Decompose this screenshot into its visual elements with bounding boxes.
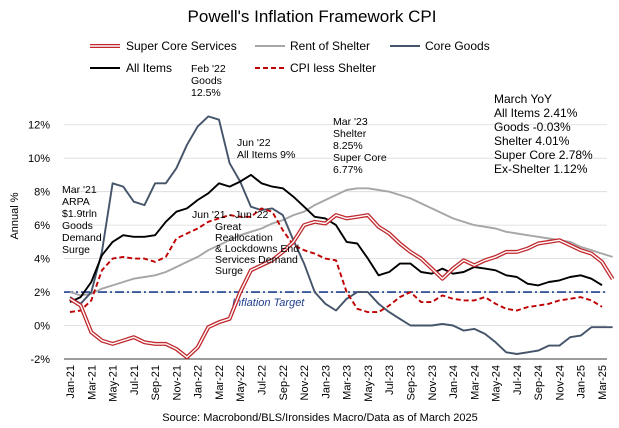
legend-label-cpi-less-shelter: CPI less Shelter <box>290 61 376 75</box>
x-tick-label: May-24 <box>491 365 503 402</box>
summary-line-1: March YoY <box>494 92 552 106</box>
annotation-arpa-line-5: Demand <box>62 232 102 244</box>
annotation-great-reallocation-line-1: Jun '21 - Jun '22 <box>192 209 269 221</box>
chart-title: Powell's Inflation Framework CPI <box>188 7 437 26</box>
annotation-arpa-line-3: $1.9trln <box>62 208 97 220</box>
annotation-shelter-peak: Mar '23 Shelter 8.25% Super Core 6.77% <box>333 116 387 176</box>
annotation-arpa: Mar '21 ARPA $1.9trln Goods Demand Surge <box>62 184 102 256</box>
series-line-all-items <box>69 173 603 303</box>
summary-line-5: Super Core 2.78% <box>494 148 593 162</box>
x-tick-label: Mar-25 <box>597 365 609 400</box>
legend-label-super-core-services: Super Core Services <box>126 39 237 53</box>
x-tick-label: Jan-25 <box>576 365 588 399</box>
x-tick-label: Nov-21 <box>171 365 183 400</box>
y-tick-label: 12% <box>28 120 50 132</box>
y-tick-label: 10% <box>28 153 50 165</box>
annotation-goods-peak: Feb '22 Goods 12.5% <box>191 63 226 99</box>
y-tick-label: 6% <box>34 220 50 232</box>
x-tick-label: Mar-21 <box>86 365 98 400</box>
y-tick-label: 4% <box>34 254 50 266</box>
x-tick-label: Sep-22 <box>278 365 290 400</box>
legend-label-rent-of-shelter: Rent of Shelter <box>290 39 370 53</box>
x-tick-label: Jul-21 <box>129 365 141 395</box>
legend-item-rent-of-shelter: Rent of Shelter <box>255 39 370 53</box>
y-tick-label: 2% <box>34 287 50 299</box>
annotation-arpa-line-6: Surge <box>62 244 90 256</box>
summary-line-3: Goods -0.03% <box>494 120 571 134</box>
x-tick-label: Jan-21 <box>65 365 77 399</box>
series-line-rent-of-shelter <box>69 187 613 297</box>
x-tick-label: Mar-23 <box>342 365 354 400</box>
x-tick-label: Sep-21 <box>150 365 162 400</box>
x-tick-label: May-21 <box>108 365 120 402</box>
x-tick-label: Jan-22 <box>193 365 205 399</box>
legend-item-cpi-less-shelter: CPI less Shelter <box>255 61 376 75</box>
series-line-cpi-less-shelter <box>69 207 603 314</box>
x-tick-label: Sep-23 <box>405 365 417 400</box>
annotation-shelter-peak-line-3: 8.25% <box>333 140 363 152</box>
summary-line-6: Ex-Shelter 1.12% <box>494 162 588 176</box>
inflation-target: Inflation Target <box>64 291 607 309</box>
source-note: Source: Macrobond/BLS/Ironsides Macro/Da… <box>162 412 478 424</box>
x-tick-label: Jul-22 <box>257 365 269 395</box>
x-tick-label: Nov-23 <box>427 365 439 400</box>
summary-line-2: All Items 2.41% <box>494 106 578 120</box>
x-tick-label: Nov-24 <box>554 365 566 400</box>
x-tick-label: Sep-24 <box>533 365 545 400</box>
legend-label-core-goods: Core Goods <box>425 39 490 53</box>
annotation-all-items-peak-line-2: All Items 9% <box>237 149 295 161</box>
y-tick-label: 0% <box>34 321 50 333</box>
series-lines <box>68 115 615 360</box>
series-line-core-goods <box>69 115 613 355</box>
y-axis-title: Annual % <box>9 192 21 239</box>
x-tick-label: May-23 <box>363 365 375 402</box>
legend-label-all-items: All Items <box>126 61 172 75</box>
annotation-arpa-line-2: ARPA <box>62 196 90 208</box>
annotation-great-reallocation-line-3: Reallocation <box>215 232 273 244</box>
summary-line-4: Shelter 4.01% <box>494 134 570 148</box>
x-axis-ticks: Jan-21 Mar-21 May-21 Jul-21 Sep-21 Nov-21 Jan-… <box>65 365 609 402</box>
annotation-goods-peak-line-2: Goods <box>191 75 222 87</box>
annotation-shelter-peak-line-2: Shelter <box>333 128 367 140</box>
y-tick-label: -2% <box>30 354 50 366</box>
annotation-arpa-line-4: Goods <box>62 220 93 232</box>
annotation-great-reallocation: Jun '21 - Jun '22 Great Reallocation & L… <box>192 209 299 277</box>
annotation-shelter-peak-line-4: Super Core <box>333 152 387 164</box>
x-tick-label: Nov-22 <box>299 365 311 400</box>
annotation-goods-peak-line-3: 12.5% <box>191 87 221 99</box>
annotation-great-reallocation-line-4: & Lockdowns End <box>215 243 299 255</box>
y-axis-ticks: -2% 0% 2% 4% 6% 8% 10% 12% <box>28 120 50 366</box>
legend: Super Core Services Rent of Shelter Core… <box>90 39 490 75</box>
annotation-great-reallocation-line-5: Services Demand <box>215 254 298 266</box>
annotation-shelter-peak-line-5: 6.77% <box>333 164 363 176</box>
annotation-goods-peak-line-1: Feb '22 <box>191 63 226 75</box>
annotation-all-items-peak: Jun '22 All Items 9% <box>237 137 295 161</box>
legend-item-all-items: All Items <box>90 61 172 75</box>
series-line-super-core-services-inner <box>69 214 614 358</box>
annotation-great-reallocation-line-6: Surge <box>215 265 243 277</box>
x-tick-label: Mar-22 <box>214 365 226 400</box>
x-tick-label: May-22 <box>235 365 247 402</box>
legend-item-core-goods: Core Goods <box>390 39 490 53</box>
inflation-target-label: Inflation Target <box>232 297 305 309</box>
x-tick-label: Jul-24 <box>512 365 524 395</box>
annotation-great-reallocation-line-2: Great <box>215 221 241 233</box>
x-tick-label: Jul-23 <box>384 365 396 395</box>
annotation-arpa-line-1: Mar '21 <box>62 184 97 196</box>
x-tick-label: Jan-23 <box>320 365 332 399</box>
y-tick-label: 8% <box>34 187 50 199</box>
x-tick-label: Mar-24 <box>469 365 481 400</box>
annotation-all-items-peak-line-1: Jun '22 <box>237 137 271 149</box>
x-tick-label: Jan-24 <box>448 365 460 399</box>
legend-item-super-core-services: Super Core Services <box>90 39 237 53</box>
annotation-shelter-peak-line-1: Mar '23 <box>333 116 368 128</box>
march-yoy-summary: March YoY All Items 2.41% Goods -0.03% S… <box>494 92 593 176</box>
